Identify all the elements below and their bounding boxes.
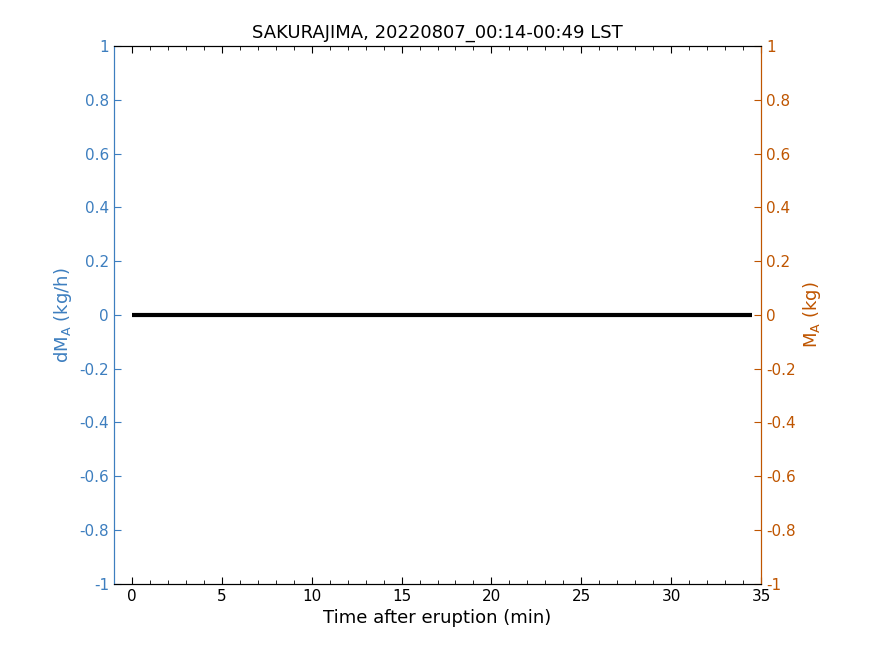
Y-axis label: dM$_\mathregular{A}$ (kg/h): dM$_\mathregular{A}$ (kg/h) bbox=[52, 267, 74, 363]
Y-axis label: M$_\mathregular{A}$ (kg): M$_\mathregular{A}$ (kg) bbox=[802, 281, 823, 348]
X-axis label: Time after eruption (min): Time after eruption (min) bbox=[324, 609, 551, 627]
Title: SAKURAJIMA, 20220807_00:14-00:49 LST: SAKURAJIMA, 20220807_00:14-00:49 LST bbox=[252, 24, 623, 42]
